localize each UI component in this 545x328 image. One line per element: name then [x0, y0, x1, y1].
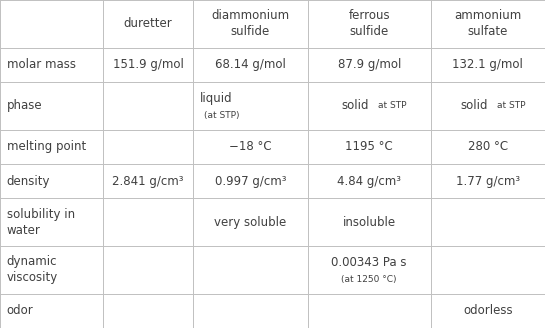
Text: solubility in
water: solubility in water	[7, 208, 75, 237]
Text: ammonium
sulfate: ammonium sulfate	[454, 9, 522, 38]
Text: (at STP): (at STP)	[204, 111, 240, 120]
Text: 2.841 g/cm³: 2.841 g/cm³	[112, 175, 184, 188]
Text: duretter: duretter	[124, 17, 172, 30]
Text: liquid: liquid	[200, 92, 233, 105]
Text: density: density	[7, 175, 50, 188]
Text: phase: phase	[7, 99, 42, 112]
Text: 0.00343 Pa s: 0.00343 Pa s	[331, 256, 407, 269]
Text: at STP: at STP	[496, 101, 525, 110]
Text: solid: solid	[342, 99, 370, 112]
Text: 280 °C: 280 °C	[468, 140, 508, 153]
Text: (at 1250 °C): (at 1250 °C)	[342, 275, 397, 284]
Text: odorless: odorless	[463, 304, 513, 317]
Text: very soluble: very soluble	[214, 216, 287, 229]
Text: dynamic
viscosity: dynamic viscosity	[7, 255, 58, 284]
Text: 0.997 g/cm³: 0.997 g/cm³	[215, 175, 286, 188]
Text: 132.1 g/mol: 132.1 g/mol	[452, 58, 523, 71]
Text: 151.9 g/mol: 151.9 g/mol	[112, 58, 184, 71]
Text: 1195 °C: 1195 °C	[346, 140, 393, 153]
Text: 68.14 g/mol: 68.14 g/mol	[215, 58, 286, 71]
Text: solid: solid	[461, 99, 488, 112]
Text: at STP: at STP	[378, 101, 407, 110]
Text: −18 °C: −18 °C	[229, 140, 272, 153]
Text: 4.84 g/cm³: 4.84 g/cm³	[337, 175, 401, 188]
Text: melting point: melting point	[7, 140, 86, 153]
Text: insoluble: insoluble	[343, 216, 396, 229]
Text: 1.77 g/cm³: 1.77 g/cm³	[456, 175, 520, 188]
Text: molar mass: molar mass	[7, 58, 76, 71]
Text: odor: odor	[7, 304, 33, 317]
Text: 87.9 g/mol: 87.9 g/mol	[337, 58, 401, 71]
Text: diammonium
sulfide: diammonium sulfide	[211, 9, 289, 38]
Text: ferrous
sulfide: ferrous sulfide	[348, 9, 390, 38]
